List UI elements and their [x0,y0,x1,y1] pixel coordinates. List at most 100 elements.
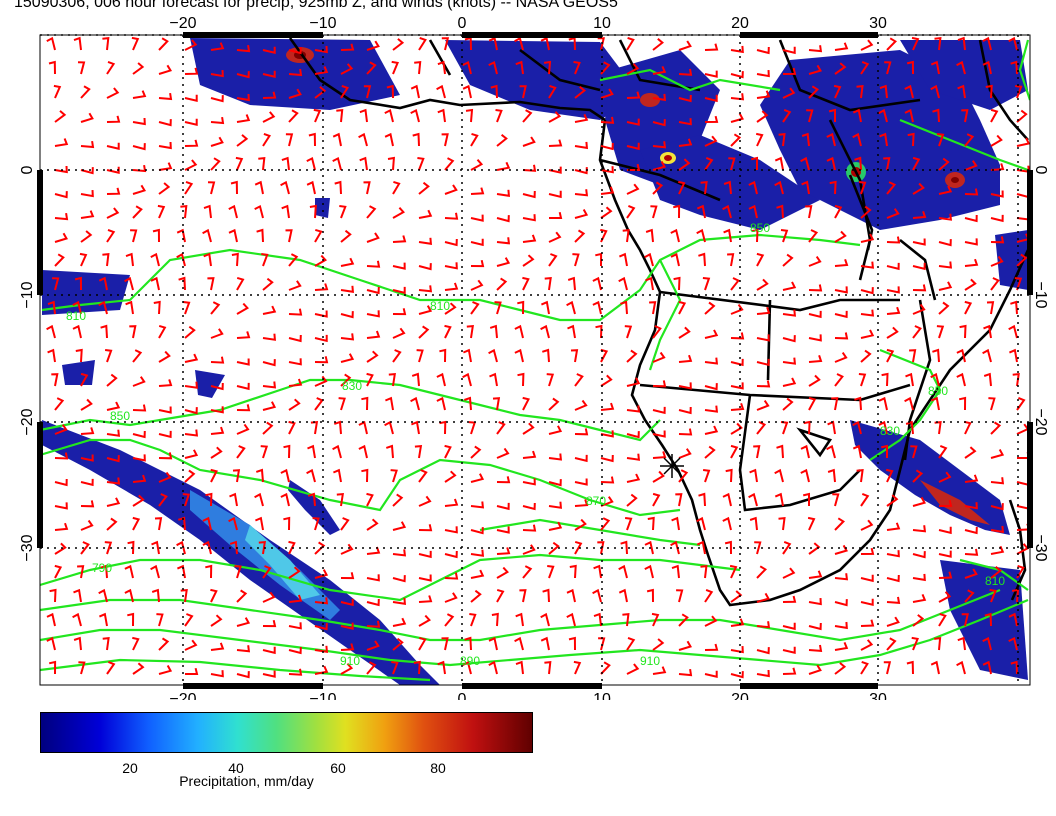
wind-barb [756,334,770,342]
wind-barb [106,429,121,437]
wind-barb [964,420,972,435]
wind-barb [51,373,59,387]
wind-barb [106,207,120,219]
wind-barb [340,373,352,387]
wind-barb [832,493,840,507]
wind-barb [125,300,134,315]
wind-barb [912,594,927,603]
lat-tick-right: −20 [1032,408,1049,435]
wind-barb [957,84,966,99]
wind-barb [100,564,108,579]
wind-barb [749,516,758,531]
wind-barb [514,636,524,651]
wind-barb [930,84,940,99]
wind-barb [288,398,301,411]
wind-barb [886,494,899,507]
wind-barb [366,40,380,51]
wind-barb [515,60,524,75]
wind-barb [106,497,121,507]
wind-barb [723,180,732,195]
wind-barb [178,276,186,291]
wind-barb [592,276,602,291]
wind-barb [236,382,250,391]
wind-barb [236,445,246,459]
wind-barb [860,261,875,269]
wind-barb [600,116,615,124]
wind-barb [180,588,188,603]
wind-barb [80,454,94,462]
wind-barb [808,45,823,53]
wind-barb [574,209,589,219]
wind-barb [47,348,56,363]
wind-barb [574,518,587,531]
wind-barb [262,111,276,123]
wind-barb [340,257,355,267]
contour-label: 830 [342,379,362,393]
wind-barb [416,349,424,363]
wind-barb [340,285,355,293]
wind-barb [436,372,446,387]
wind-barb [262,91,277,99]
wind-barb [106,373,118,387]
wind-barb [522,164,537,172]
wind-barb [125,252,134,267]
wind-barb [886,286,900,294]
wind-barb [262,401,277,411]
wind-barb [384,108,394,123]
wind-barb [626,63,640,75]
wind-barb [912,325,922,339]
wind-barb [938,213,953,221]
wind-barb [80,427,95,435]
wind-barb [228,228,238,243]
wind-barb [652,93,667,102]
wind-barb [548,84,557,99]
wind-barb [470,569,485,579]
wind-barb [828,108,836,122]
wind-barb [600,402,615,411]
wind-barb [392,575,406,583]
wind-barb [340,43,355,51]
wind-barb [236,617,251,627]
wind-barb [651,612,660,627]
wind-barb [470,549,485,557]
wind-barb [782,667,797,675]
wind-barb [983,372,992,387]
wind-barb [883,157,891,171]
wind-barb [391,60,400,75]
wind-barb [488,60,498,75]
wind-barb [569,564,577,579]
wind-barb [801,132,810,147]
wind-barb [340,517,350,531]
wind-barb [776,444,784,459]
wind-barb [886,262,900,271]
wind-barb [704,70,718,78]
wind-barb [236,134,249,147]
wind-barb [964,278,977,291]
wind-barb [671,564,680,579]
wind-barb [496,447,510,459]
wind-barb [384,420,394,435]
wind-barb [574,113,589,123]
wind-barb [314,228,323,243]
wind-barb [309,204,317,219]
wind-barb [751,228,759,243]
wind-barb [336,108,344,123]
wind-barb [647,516,655,531]
wind-barb [444,282,459,291]
wind-barb [414,60,422,75]
wind-barb [574,540,583,555]
wind-barb [46,636,56,651]
wind-barb [938,444,948,459]
wind-barb [548,231,562,243]
wind-barb [132,143,146,151]
wind-barb [600,142,614,151]
wind-barb [912,262,926,271]
wind-barb [597,37,605,51]
wind-barb [652,430,666,438]
wind-barb [884,61,892,75]
wind-barb [626,142,640,151]
wind-barb [262,565,272,579]
wind-barb [990,503,1004,511]
wind-barb [358,132,368,147]
colorbar-tick: 40 [228,760,244,776]
